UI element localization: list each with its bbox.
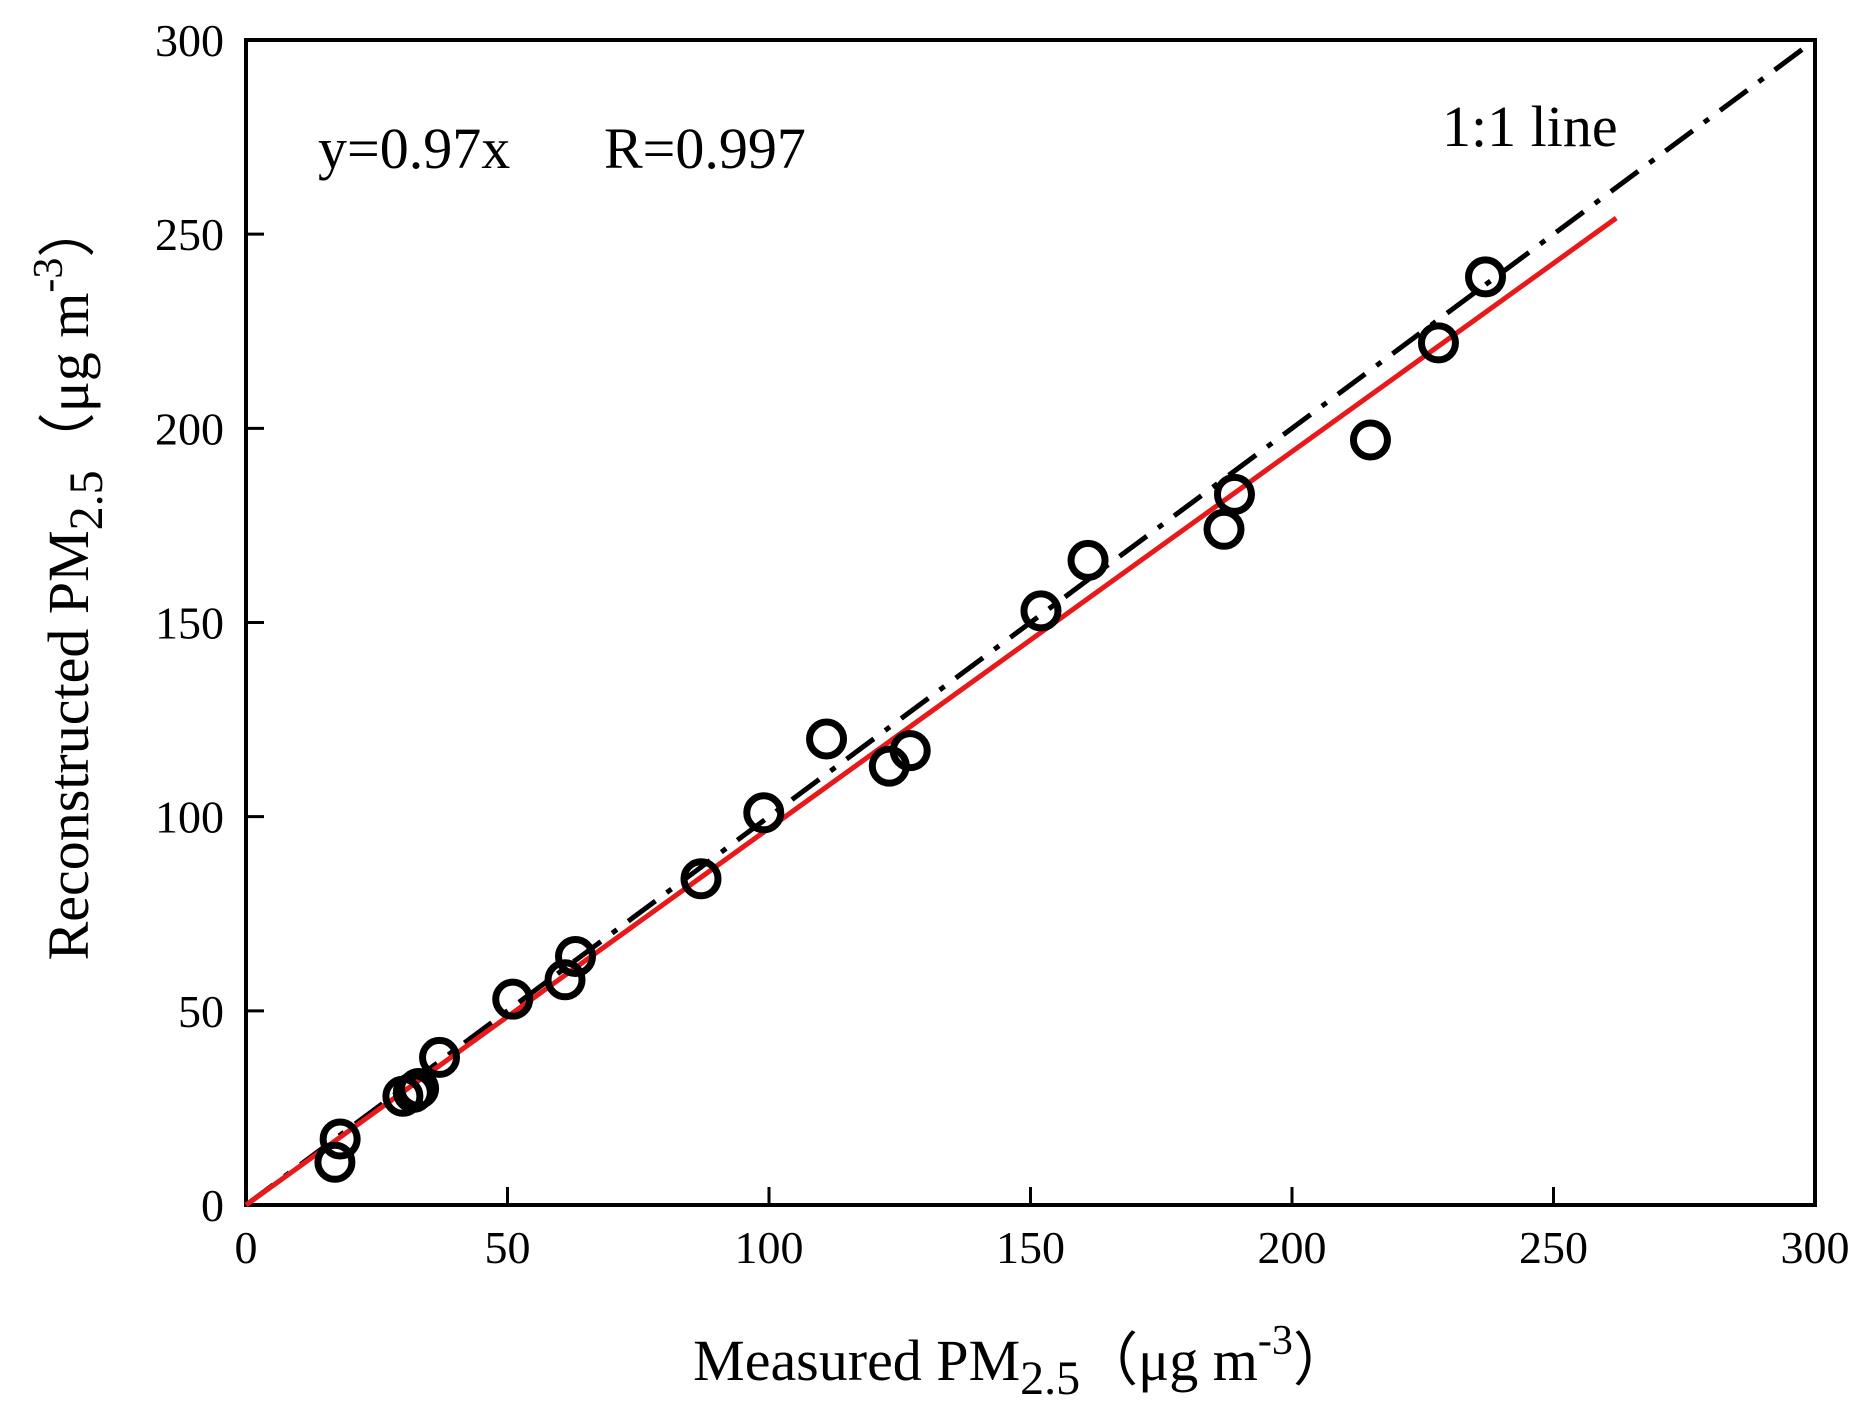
data-point — [492, 978, 534, 1020]
data-point — [314, 1141, 356, 1183]
data-point — [1349, 419, 1391, 461]
data-point — [419, 1036, 461, 1078]
x-tick-label: 50 — [485, 1222, 531, 1273]
x-tick-label: 300 — [1781, 1222, 1850, 1273]
data-point — [1417, 322, 1459, 364]
y-tick-label: 100 — [155, 792, 224, 843]
y-tick-label: 250 — [155, 209, 224, 260]
x-tick-label: 200 — [1258, 1222, 1327, 1273]
x-axis: 0 50 100 150 200 250 300 — [235, 1187, 1850, 1273]
fit-line — [244, 216, 1618, 1208]
r-value-annotation: R=0.997 — [604, 116, 806, 181]
data-point — [398, 1068, 440, 1109]
data-point — [544, 959, 586, 1001]
y-tick-label: 150 — [155, 598, 224, 649]
y-tick-label: 50 — [178, 986, 224, 1037]
y-tick-label: 0 — [201, 1180, 224, 1231]
data-point — [1213, 473, 1255, 515]
x-axis-title: Measured PM2.5（μg m-3） — [693, 1318, 1351, 1405]
one-to-one-line-label: 1:1 line — [1442, 94, 1618, 159]
data-point — [680, 858, 722, 900]
data-point — [743, 792, 785, 834]
y-tick-label: 200 — [155, 403, 224, 454]
data-point — [889, 730, 931, 772]
x-tick-label: 0 — [235, 1222, 258, 1273]
y-axis: 0 50 100 150 200 250 300 — [155, 15, 264, 1231]
y-axis-title: Reconstructed PM2.5（μg m-3） — [26, 200, 113, 961]
y-tick-label: 300 — [155, 15, 224, 66]
data-point — [1067, 539, 1109, 581]
equation-annotation: y=0.97x — [318, 116, 510, 181]
x-tick-label: 250 — [1519, 1222, 1588, 1273]
data-point — [1465, 256, 1507, 298]
x-tick-label: 150 — [996, 1222, 1065, 1273]
data-point — [319, 1118, 361, 1160]
data-points — [314, 256, 1507, 1183]
x-tick-label: 100 — [735, 1222, 804, 1273]
data-point — [1020, 590, 1062, 632]
data-point — [1203, 508, 1245, 550]
data-point — [554, 935, 596, 977]
data-point — [806, 718, 848, 760]
